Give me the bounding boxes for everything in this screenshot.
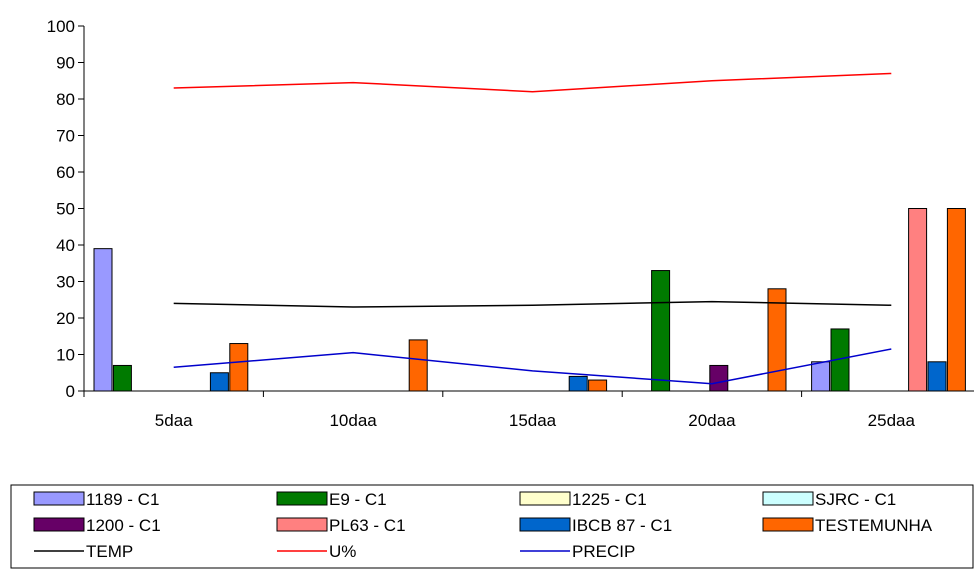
bar [946,208,966,392]
line-series-group [173,72,892,385]
legend-label: E9 - C1 [329,490,387,509]
y-tick-label: 30 [56,273,75,292]
y-tick-label: 80 [56,90,75,109]
x-tick-label: 20daa [688,411,736,430]
bar [112,364,132,392]
series-line [173,300,892,308]
y-tick-label: 90 [56,54,75,73]
bar [408,339,428,392]
bar [709,364,729,392]
y-tick-label: 10 [56,346,75,365]
bar [811,361,831,392]
legend-label: 1225 - C1 [572,490,647,509]
x-tick-label: 25daa [868,411,916,430]
legend-label: TEMP [86,542,133,561]
y-axis: 0 10 20 30 40 50 60 70 80 90 100 [47,17,85,401]
x-tick-label: 5daa [155,411,193,430]
bar [209,372,229,392]
y-tick-label: 100 [47,17,75,36]
legend-label: 1189 - C1 [86,490,159,509]
legend-label: PL63 - C1 [329,516,406,535]
y-tick-label: 60 [56,163,75,182]
legend-swatch [519,517,571,532]
y-tick-label: 20 [56,309,75,328]
x-tick-label: 15daa [509,411,557,430]
y-tick-label: 40 [56,236,75,255]
y-tick-label: 70 [56,127,75,146]
bar [908,208,928,392]
legend-swatch [33,517,85,532]
legend-label: TESTEMUNHA [815,516,933,535]
bar [651,270,671,392]
series-line [173,348,892,385]
legend-label: SJRC - C1 [815,490,896,509]
legend-swatch [276,517,328,532]
bar [588,379,608,392]
legend-label: U% [329,542,356,561]
legend: 1189 - C1 E9 - C1 1225 - C1 SJRC - C1 1200 -… [10,484,974,569]
legend-swatch [762,491,814,506]
series-line [173,72,892,93]
bar [927,361,947,392]
legend-swatch [519,491,571,506]
legend-swatch [33,491,85,506]
x-tick-label: 10daa [329,411,377,430]
bar [93,248,113,392]
legend-swatch [762,517,814,532]
legend-label: PRECIP [572,542,635,561]
y-tick-label: 50 [56,200,75,219]
legend-label: IBCB 87 - C1 [572,516,672,535]
bar [767,288,787,392]
x-axis: 5daa 10daa 15daa 20daa 25daa [83,390,974,430]
bar-series-group [93,208,966,392]
y-tick-label: 0 [66,382,75,401]
legend-label: 1200 - C1 [86,516,161,535]
legend-swatch [276,491,328,506]
bar [568,375,588,392]
bar [229,343,249,392]
